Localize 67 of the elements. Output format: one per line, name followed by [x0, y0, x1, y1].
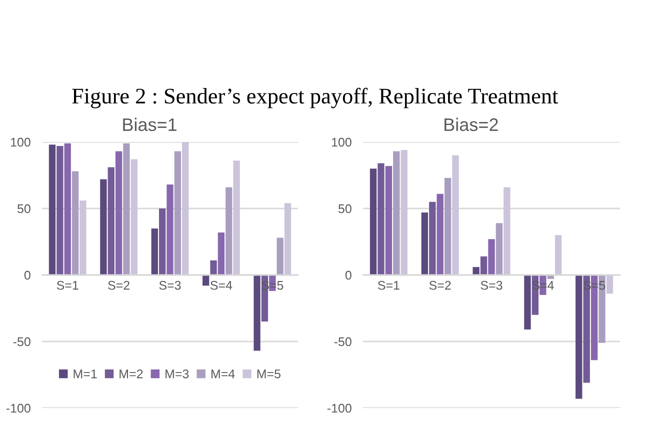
x-tick-label: S=1 [56, 280, 78, 290]
x-tick-label: S=1 [378, 280, 400, 290]
legend-label: M=1 [74, 370, 97, 378]
bar [72, 171, 79, 275]
legend-label: M=2 [120, 369, 143, 378]
bar [393, 151, 400, 275]
bar [429, 202, 436, 275]
y-tick-label: -50 [334, 337, 352, 346]
bar [64, 143, 71, 275]
y-tick-label: 50 [338, 204, 352, 214]
y-tick-label: 100 [10, 138, 30, 147]
bar [472, 267, 480, 275]
bar [284, 203, 292, 275]
bar [123, 143, 130, 275]
bar [254, 275, 260, 351]
y-tick-label: 100 [332, 138, 352, 147]
bar [554, 235, 562, 275]
bar [504, 187, 510, 275]
bar [452, 155, 459, 275]
y-tick-label: 0 [24, 270, 30, 280]
bar [151, 228, 158, 275]
bar [80, 200, 86, 275]
bar [130, 159, 138, 275]
bar [174, 151, 182, 275]
bar [115, 151, 122, 275]
bar [378, 163, 384, 275]
x-tick-label: S=4 [210, 280, 232, 290]
x-tick-label: S=3 [159, 280, 181, 290]
bar [421, 212, 428, 275]
legend-label: M=5 [257, 370, 281, 378]
bar [576, 275, 582, 399]
bar [56, 146, 64, 275]
bar [108, 167, 114, 275]
bar [182, 142, 189, 275]
caption: Figure 2 : Sender’s expect payoff, Replicate Treatment [72, 88, 558, 108]
bar [385, 166, 392, 275]
bar [276, 238, 284, 275]
bar [444, 178, 452, 275]
bar [226, 187, 232, 275]
bar [370, 168, 377, 275]
legend-label: M=3 [166, 369, 189, 378]
y-tick-label: -50 [13, 337, 30, 346]
bar [48, 144, 56, 275]
bar [218, 232, 225, 275]
bar [436, 194, 444, 275]
bar [158, 208, 166, 275]
x-tick-label: S=3 [480, 280, 502, 290]
chart-title: Bias=2 [444, 118, 498, 132]
bar [233, 160, 240, 275]
bar [100, 179, 107, 275]
y-tick-label: 50 [17, 204, 30, 214]
x-tick-label: S=2 [108, 280, 130, 290]
x-tick-label: S=2 [429, 280, 451, 290]
chart-title: Bias=1 [123, 118, 176, 132]
bar [400, 150, 408, 275]
y-tick-label: 0 [345, 270, 352, 280]
bar [606, 275, 614, 294]
bar [202, 275, 210, 286]
bar [480, 256, 488, 275]
bar [524, 275, 531, 330]
bar [210, 260, 217, 275]
bar [166, 184, 174, 275]
y-tick-label: -100 [327, 404, 352, 413]
bar [488, 239, 495, 275]
legend-label: M=4 [211, 370, 235, 378]
y-tick-label: -100 [6, 404, 30, 413]
bar [496, 223, 503, 275]
